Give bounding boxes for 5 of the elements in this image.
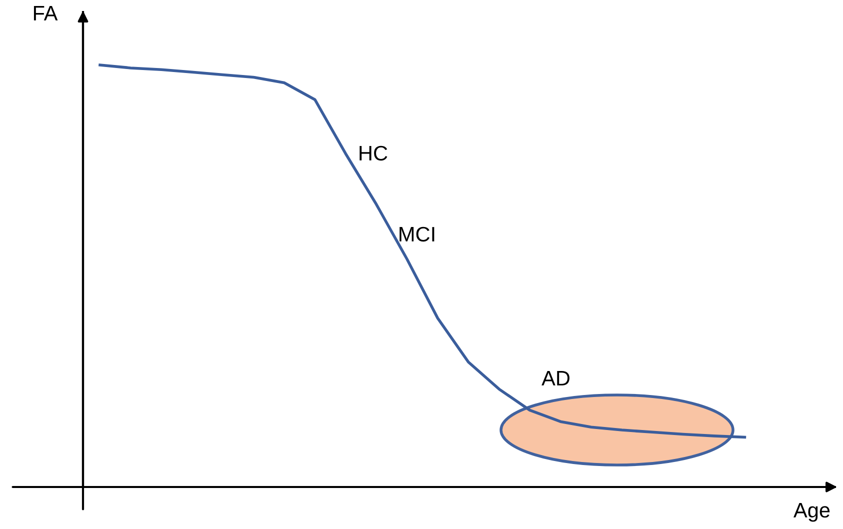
annotation: HC (360, 146, 388, 161)
x-axis-title: Age (794, 503, 830, 522)
y-axis-title: FA (34, 6, 58, 20)
annotation: AD (542, 371, 570, 386)
annotation: MCI (400, 226, 434, 242)
